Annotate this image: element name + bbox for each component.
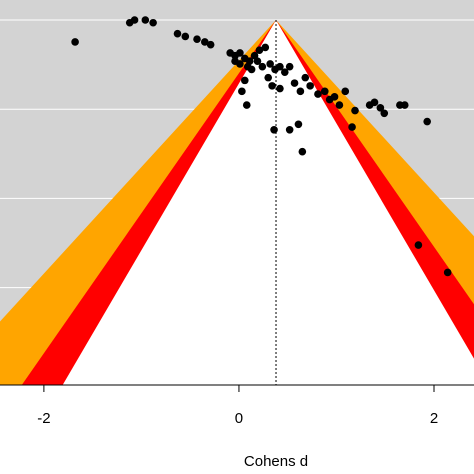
study-point — [201, 38, 209, 46]
study-point — [149, 18, 157, 27]
study-point — [443, 268, 452, 277]
study-point — [71, 38, 79, 46]
study-point — [270, 125, 278, 134]
study-point — [276, 84, 284, 93]
study-point — [320, 87, 329, 96]
study-point — [423, 117, 431, 126]
study-point — [181, 32, 190, 41]
study-point — [130, 16, 139, 24]
study-point — [280, 68, 289, 76]
study-point — [380, 109, 389, 118]
study-point — [261, 43, 270, 52]
study-point — [141, 16, 150, 24]
study-point — [370, 98, 379, 107]
contour-region — [62, 20, 474, 385]
study-point — [341, 87, 350, 96]
study-point — [285, 125, 294, 134]
study-point — [290, 79, 299, 87]
study-point — [242, 101, 251, 109]
study-point — [253, 57, 262, 65]
study-point — [264, 73, 273, 82]
x-axis-label: Cohens d — [244, 453, 308, 470]
study-point — [335, 101, 344, 109]
x-tick-label: 2 — [430, 410, 438, 427]
axes: -2 0 2 — [0, 384, 474, 427]
study-point — [306, 82, 314, 90]
plot-area — [0, 0, 474, 385]
study-point — [268, 82, 276, 90]
study-point — [206, 40, 215, 49]
study-point — [285, 62, 294, 71]
study-point — [294, 120, 303, 129]
study-point — [348, 123, 356, 131]
study-point — [276, 62, 284, 71]
study-point — [314, 90, 322, 98]
study-point — [376, 104, 385, 112]
study-point — [173, 29, 182, 38]
study-point — [236, 60, 244, 68]
study-point — [266, 60, 274, 68]
study-point — [255, 46, 264, 54]
x-tick-label: -2 — [37, 410, 50, 427]
study-point — [241, 76, 249, 85]
study-point — [258, 62, 267, 71]
study-point — [193, 35, 201, 44]
x-tick-label: 0 — [235, 410, 243, 427]
study-point — [330, 93, 339, 101]
study-point — [301, 73, 310, 82]
study-point — [247, 65, 256, 74]
study-point — [414, 241, 423, 249]
study-point — [400, 101, 409, 109]
study-point — [236, 49, 244, 57]
study-point — [298, 147, 307, 156]
study-point — [296, 87, 305, 96]
study-point — [351, 106, 359, 115]
study-point — [238, 87, 246, 96]
